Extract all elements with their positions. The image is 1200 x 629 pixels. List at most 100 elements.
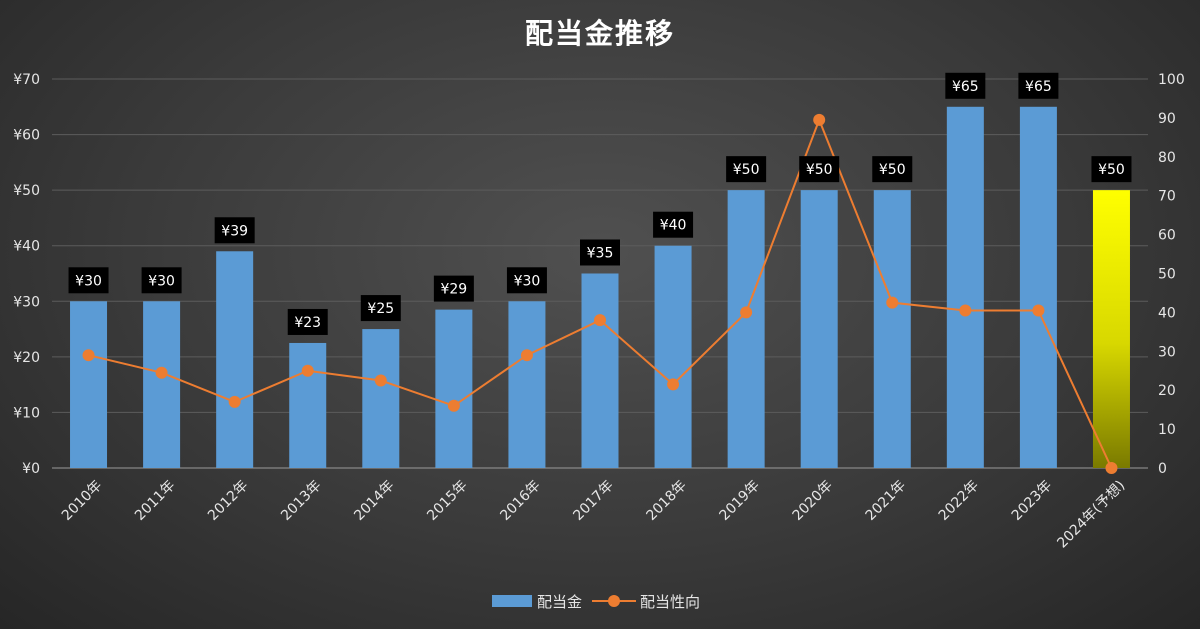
y-right-tick-label: 80 bbox=[1158, 150, 1176, 166]
bar bbox=[216, 251, 254, 468]
bar bbox=[508, 301, 546, 468]
x-tick-label: 2012年 bbox=[205, 478, 251, 524]
data-label-box bbox=[214, 217, 255, 244]
x-tick-label: 2014年 bbox=[351, 478, 397, 524]
bar bbox=[70, 301, 108, 468]
y-right-tick-label: 70 bbox=[1158, 189, 1176, 205]
legend-line-label: 配当性向 bbox=[640, 593, 700, 611]
bar bbox=[946, 106, 984, 469]
data-label: ¥65 bbox=[952, 79, 979, 95]
x-tick-label: 2015年 bbox=[424, 478, 470, 524]
x-tick-label: 2016年 bbox=[497, 478, 543, 524]
data-label-box bbox=[433, 275, 474, 302]
data-label-box bbox=[653, 211, 694, 238]
bar bbox=[800, 190, 838, 468]
data-label-box bbox=[799, 156, 840, 183]
legend: 配当金 配当性向 bbox=[492, 593, 700, 611]
data-label-box bbox=[945, 72, 986, 99]
data-label-box bbox=[1091, 156, 1132, 183]
x-tick-label: 2017年 bbox=[570, 478, 616, 524]
line-point bbox=[959, 304, 972, 317]
data-label-box bbox=[360, 295, 401, 322]
left-axis: ¥0 ¥10 ¥20 ¥30 ¥40 ¥50 ¥60 ¥70 bbox=[13, 72, 40, 477]
x-tick-label: 2011年 bbox=[132, 478, 178, 524]
chart-title: 配当金推移 bbox=[525, 17, 675, 50]
y-right-tick-label: 60 bbox=[1158, 228, 1176, 244]
y-right-tick-label: 20 bbox=[1158, 383, 1176, 399]
data-labels: ¥30 ¥30 ¥39 ¥23 ¥25 ¥29 ¥30 ¥35 ¥40 ¥50 ¥50 ¥50 ¥65 ¥… bbox=[68, 72, 1132, 335]
y-right-tick-label: 40 bbox=[1158, 305, 1176, 321]
y-right-tick-label: 90 bbox=[1158, 111, 1176, 127]
data-label: ¥65 bbox=[1025, 79, 1052, 95]
data-label-box bbox=[141, 267, 182, 294]
bar bbox=[1019, 106, 1057, 469]
line-series bbox=[82, 113, 1118, 474]
y-left-tick-label: ¥50 bbox=[13, 183, 40, 199]
y-right-tick-label: 100 bbox=[1158, 72, 1185, 88]
data-label: ¥50 bbox=[879, 162, 906, 178]
y-left-tick-label: ¥40 bbox=[13, 239, 40, 255]
x-tick-label: 2020年 bbox=[790, 478, 836, 524]
x-tick-label: 2022年 bbox=[936, 478, 982, 524]
bar bbox=[727, 190, 765, 468]
line-point bbox=[155, 366, 168, 379]
right-axis: 0 10 20 30 40 50 60 70 80 90 100 bbox=[1158, 72, 1185, 477]
bar bbox=[873, 190, 911, 468]
bar bbox=[654, 245, 692, 468]
line-point bbox=[520, 349, 533, 362]
line-point bbox=[813, 113, 826, 126]
data-label-box bbox=[726, 156, 767, 183]
legend-line-marker bbox=[608, 595, 620, 607]
data-label: ¥25 bbox=[367, 301, 394, 317]
legend-bar-swatch bbox=[492, 595, 532, 607]
x-tick-label: 2019年 bbox=[717, 478, 763, 524]
data-label: ¥29 bbox=[440, 282, 467, 298]
y-left-tick-label: ¥60 bbox=[13, 128, 40, 144]
x-tick-label: 2021年 bbox=[863, 478, 909, 524]
line-point bbox=[447, 399, 460, 412]
x-tick-label: 2010年 bbox=[59, 478, 105, 524]
bar bbox=[143, 301, 181, 468]
x-axis: 2010年 2011年 2012年 2013年 2014年 2015年 2016年 2017年… bbox=[59, 478, 1128, 552]
line-point bbox=[886, 296, 899, 309]
data-label-box bbox=[68, 267, 109, 294]
data-label: ¥35 bbox=[587, 246, 614, 262]
x-tick-label: 2023年 bbox=[1009, 478, 1055, 524]
y-left-tick-label: ¥20 bbox=[13, 350, 40, 366]
y-right-tick-label: 50 bbox=[1158, 267, 1176, 283]
y-right-tick-label: 30 bbox=[1158, 344, 1176, 360]
line-point bbox=[82, 349, 95, 362]
data-label: ¥30 bbox=[75, 273, 102, 289]
data-label: ¥50 bbox=[806, 162, 833, 178]
data-label: ¥39 bbox=[221, 223, 248, 239]
legend-bar-label: 配当金 bbox=[537, 593, 582, 611]
line-point bbox=[1105, 462, 1118, 474]
data-label: ¥30 bbox=[148, 273, 175, 289]
y-left-tick-label: ¥10 bbox=[13, 405, 40, 421]
x-tick-label: 2018年 bbox=[643, 478, 689, 524]
line-point bbox=[594, 314, 606, 327]
line-point bbox=[1032, 304, 1045, 317]
line-point bbox=[740, 306, 753, 319]
bar bbox=[435, 309, 473, 468]
data-label: ¥50 bbox=[1098, 162, 1125, 178]
data-label-box bbox=[872, 156, 913, 183]
y-right-tick-label: 0 bbox=[1158, 461, 1167, 477]
data-label: ¥30 bbox=[514, 273, 541, 289]
data-label: ¥23 bbox=[294, 315, 321, 331]
data-label-box bbox=[580, 239, 620, 266]
bar bbox=[362, 329, 400, 468]
line-point bbox=[228, 395, 241, 408]
data-label: ¥50 bbox=[733, 162, 760, 178]
bar bbox=[581, 273, 619, 468]
data-label-box bbox=[1018, 72, 1059, 99]
line-point bbox=[374, 374, 387, 387]
line-point bbox=[667, 378, 680, 391]
bar bbox=[1092, 190, 1130, 468]
x-tick-label: 2013年 bbox=[278, 478, 324, 524]
y-left-tick-label: ¥30 bbox=[13, 294, 40, 310]
x-tick-label: 2024年(予想) bbox=[1054, 478, 1128, 552]
y-right-tick-label: 10 bbox=[1158, 422, 1176, 438]
line-point bbox=[301, 364, 314, 377]
